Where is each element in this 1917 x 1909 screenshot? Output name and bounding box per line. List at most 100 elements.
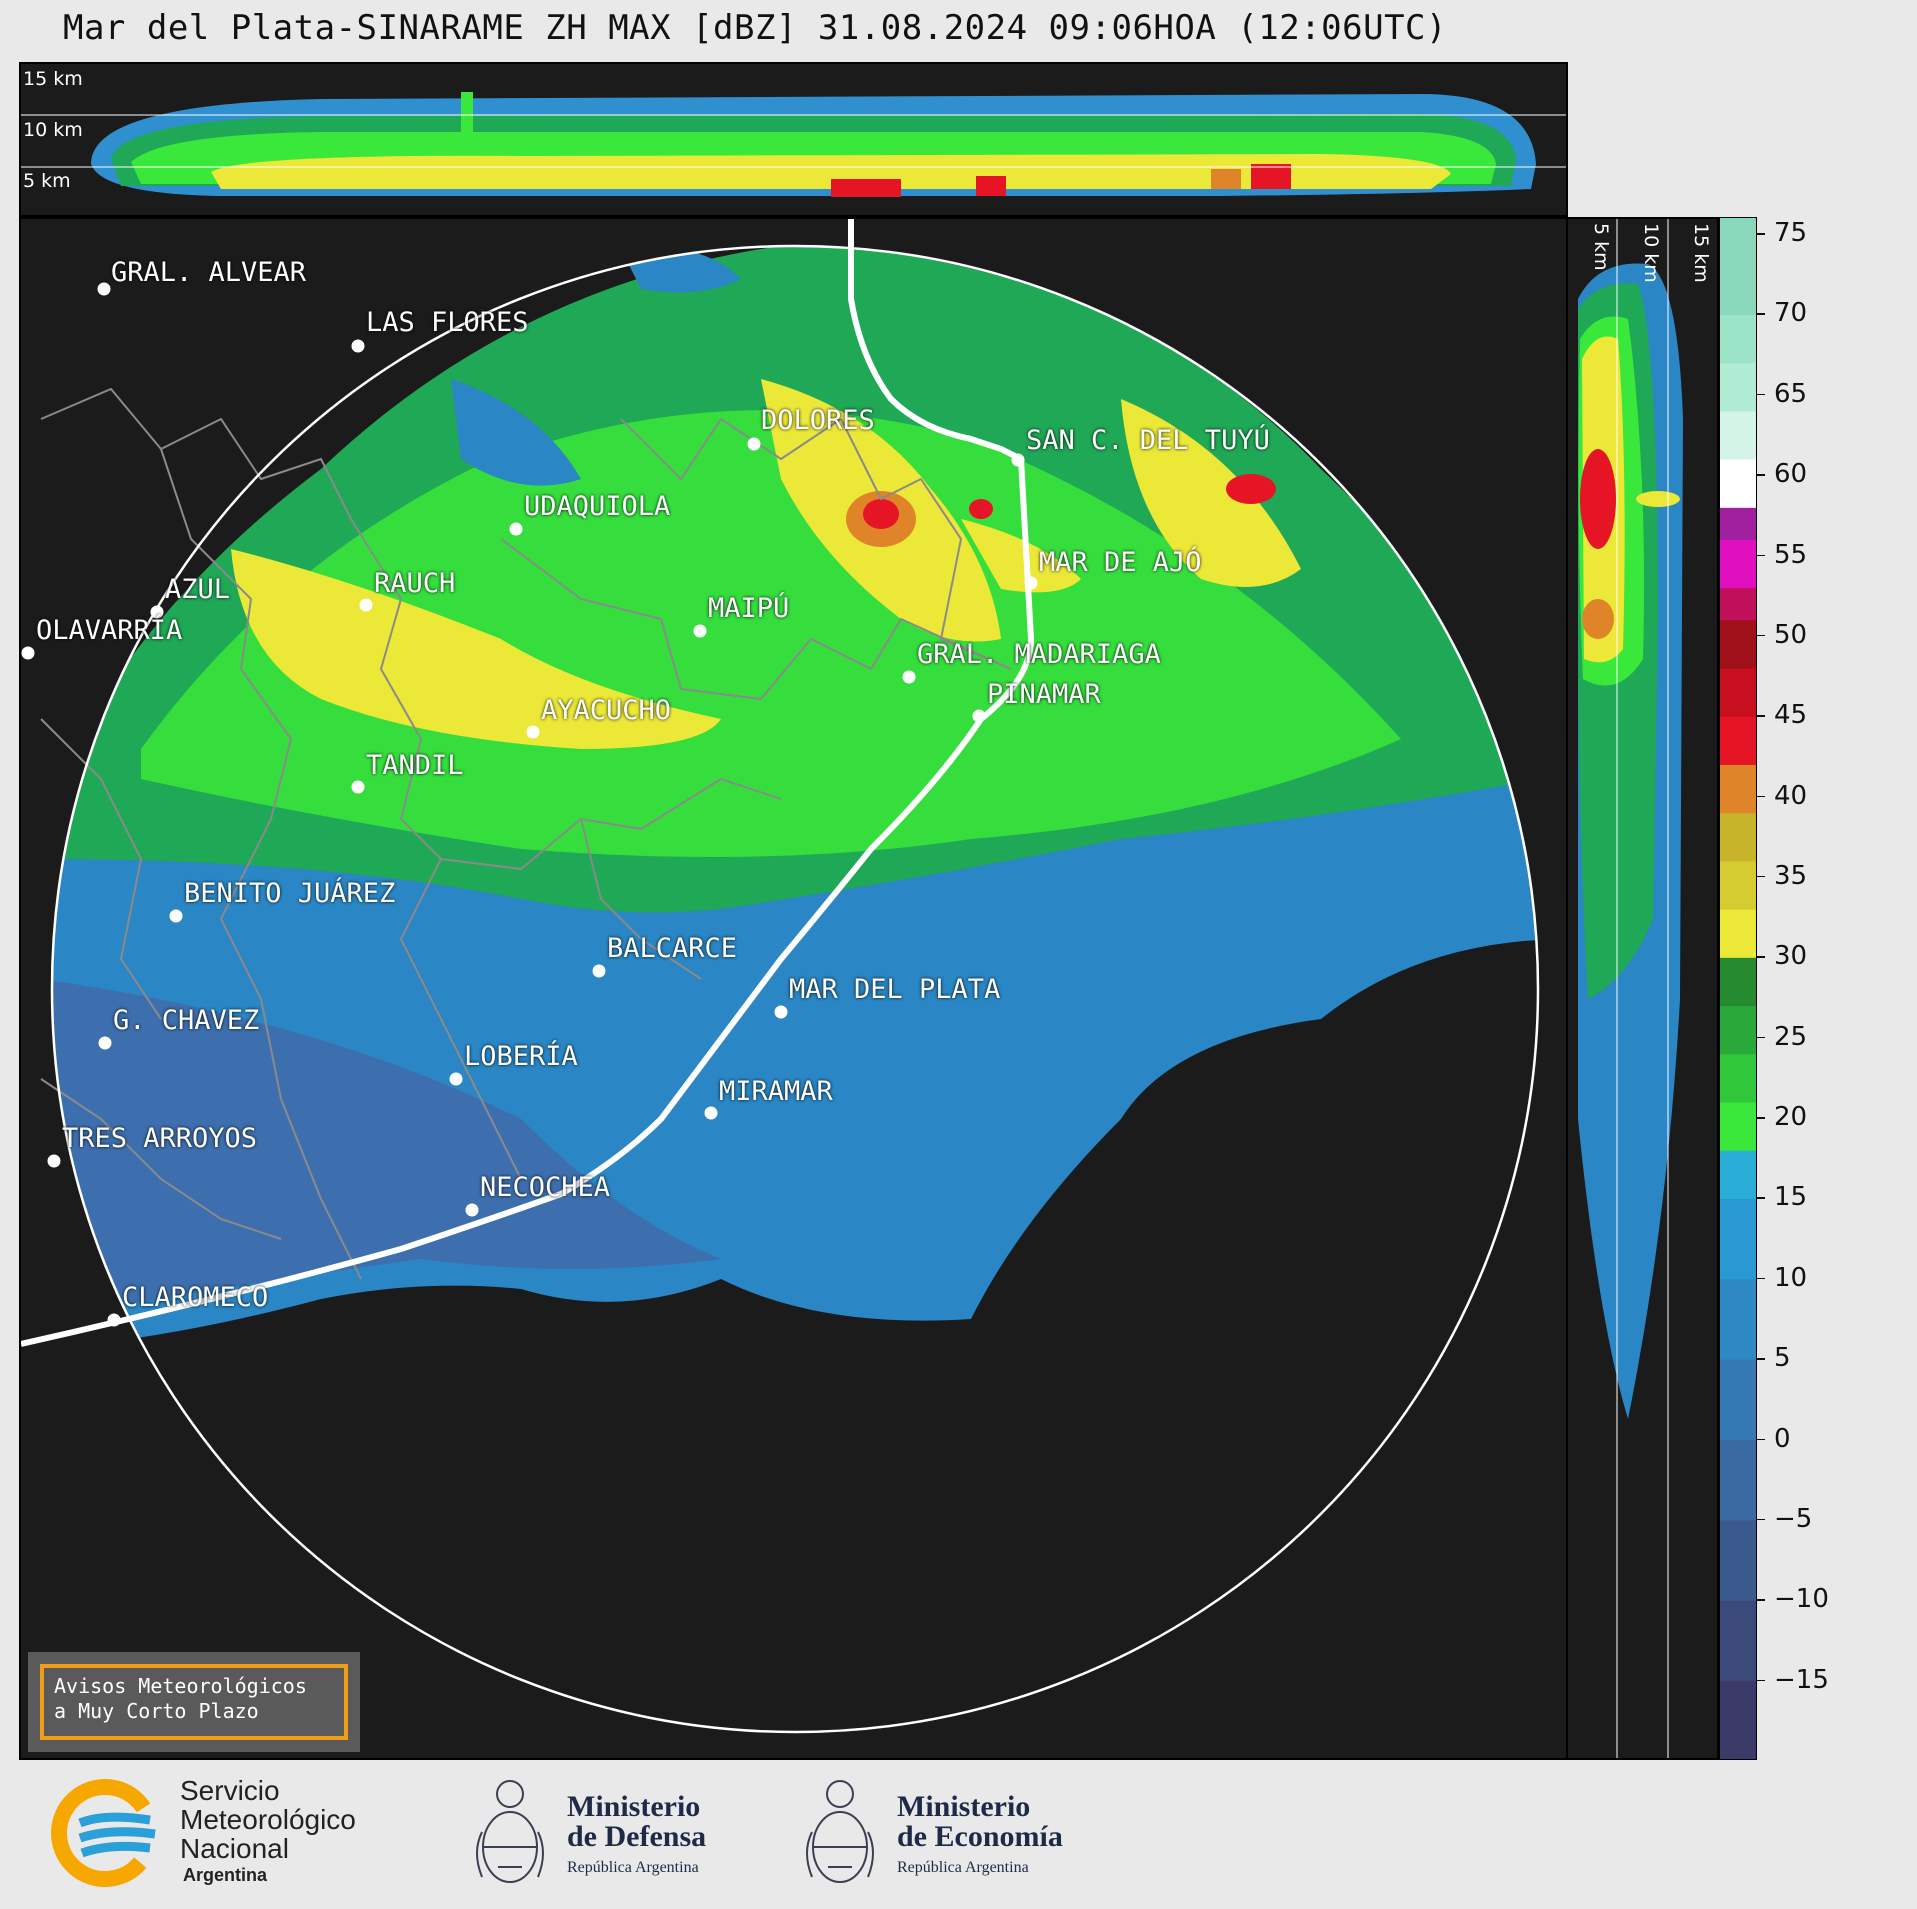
colorbar-segment [1720, 1005, 1756, 1055]
colorbar-segment [1720, 1439, 1756, 1521]
colorbar-segment [1720, 1198, 1756, 1280]
colorbar-segment [1720, 410, 1756, 460]
colorbar-segment [1720, 362, 1756, 412]
colorbar-tick [1757, 795, 1765, 798]
colorbar-tick [1757, 1518, 1765, 1521]
city-marker [704, 1106, 718, 1120]
warning-line-1: Avisos Meteorológicos [54, 1674, 307, 1698]
city-label: BENITO JUÁREZ [184, 878, 396, 909]
city-marker [509, 522, 523, 536]
colorbar-tick [1757, 875, 1765, 878]
colorbar-tick [1757, 233, 1765, 235]
coat-of-arms-icon [476, 1780, 544, 1883]
city-label: LOBERÍA [464, 1041, 578, 1072]
chart-title: Mar del Plata-SINARAME ZH MAX [dBZ] 31.0… [62, 8, 1447, 48]
colorbar-tick [1757, 393, 1765, 396]
city-marker [465, 1203, 479, 1217]
city-label: UDAQUIOLA [524, 491, 671, 522]
defensa-logo-line-3: República Argentina [567, 1859, 699, 1876]
city-label: PINAMAR [987, 679, 1101, 710]
smn-logo-line-3: Nacional [180, 1833, 289, 1864]
colorbar-tick-label: −10 [1774, 1584, 1829, 1615]
city-label: MAR DEL PLATA [789, 974, 1001, 1005]
colorbar-tick [1757, 1599, 1765, 1601]
colorbar-tick-label: 65 [1774, 378, 1808, 409]
economia-logo-line-2: de Economía [897, 1820, 1063, 1853]
city-label: MAR DE AJÓ [1039, 547, 1202, 578]
radar-map-plot [21, 219, 1540, 1734]
colorbar-tick [1757, 554, 1765, 557]
city-marker [97, 282, 111, 296]
colorbar-tick [1757, 1358, 1765, 1360]
smn-logo-line-4: Argentina [183, 1865, 268, 1885]
city-marker [1024, 576, 1038, 590]
colorbar-tick [1757, 715, 1765, 717]
smn-logo-line-1: Servicio [180, 1775, 280, 1806]
colorbar-segment [1720, 860, 1756, 910]
top-cross-section-panel: 15 km 10 km 5 km [19, 62, 1568, 217]
economia-logo-line-1: Ministerio [897, 1790, 1031, 1823]
colorbar-segment [1720, 1600, 1756, 1682]
colorbar-gradient [1720, 218, 1756, 1759]
colorbar-segment [1720, 957, 1756, 1007]
city-label: TRES ARROYOS [62, 1123, 258, 1154]
smn-logo-icon [51, 1779, 159, 1887]
warning-box-inner[interactable]: Avisos Meteorológicos a Muy Corto Plazo [40, 1664, 348, 1740]
colorbar-segment [1720, 716, 1756, 765]
city-label: NECOCHEA [480, 1172, 611, 1203]
colorbar-tick [1757, 313, 1765, 315]
side-km-label-10: 10 km [1640, 223, 1662, 283]
top-km-label-15: 15 km [23, 68, 83, 90]
city-marker [972, 709, 986, 723]
city-label: MAIPÚ [708, 593, 790, 624]
colorbar-tick [1757, 1679, 1765, 1682]
colorbar-segment [1720, 459, 1756, 508]
city-label: GRAL. ALVEAR [111, 257, 307, 288]
top-km-label-5: 5 km [23, 170, 71, 192]
colorbar-tick-label: 55 [1774, 539, 1808, 570]
colorbar-segment [1720, 812, 1756, 862]
colorbar [1719, 217, 1757, 1760]
colorbar-tick [1757, 1117, 1765, 1119]
city-label: AZUL [165, 574, 231, 605]
colorbar-tick-label: 25 [1774, 1021, 1808, 1052]
warning-line-2: a Muy Corto Plazo [54, 1699, 259, 1723]
colorbar-tick-label: 20 [1774, 1102, 1808, 1133]
colorbar-tick-label: 50 [1774, 619, 1808, 650]
colorbar-tick-label: 60 [1774, 459, 1808, 490]
city-marker [774, 1005, 788, 1019]
coat-of-arms-icon [806, 1780, 874, 1883]
colorbar-tick-label: 15 [1774, 1182, 1808, 1213]
top-km-label-10: 10 km [23, 119, 83, 141]
city-label: DOLORES [761, 405, 875, 436]
colorbar-segment [1720, 1053, 1756, 1103]
colorbar-tick-label: −15 [1774, 1664, 1829, 1695]
city-marker [98, 1036, 112, 1050]
warning-box[interactable]: Avisos Meteorológicos a Muy Corto Plazo [28, 1652, 360, 1752]
city-marker [359, 598, 373, 612]
defensa-logo-line-1: Ministerio [567, 1790, 701, 1823]
colorbar-segment [1720, 764, 1756, 814]
colorbar-segment [1720, 619, 1756, 669]
city-label: OLAVARRÍA [36, 615, 183, 646]
city-marker [1011, 453, 1025, 467]
colorbar-segment [1720, 314, 1756, 364]
side-cross-section-panel: 5 km 10 km 15 km [1568, 217, 1719, 1760]
city-marker [47, 1154, 61, 1168]
city-label: G. CHAVEZ [113, 1005, 260, 1036]
city-marker [902, 670, 916, 684]
colorbar-tick-label: 45 [1774, 700, 1808, 731]
city-label: TANDIL [366, 750, 464, 781]
colorbar-segment [1720, 1278, 1756, 1360]
side-cross-section-plot [1578, 219, 1683, 1758]
colorbar-segment [1720, 507, 1756, 540]
colorbar-tick [1757, 634, 1765, 637]
colorbar-segment [1720, 1680, 1756, 1759]
city-label: MIRAMAR [719, 1076, 833, 1107]
colorbar-tick [1757, 1036, 1765, 1039]
colorbar-segment [1720, 587, 1756, 621]
colorbar-segment [1720, 909, 1756, 958]
colorbar-tick-label: −5 [1774, 1503, 1813, 1534]
city-marker [449, 1072, 463, 1086]
city-label: SAN C. DEL TUYÚ [1026, 425, 1270, 456]
